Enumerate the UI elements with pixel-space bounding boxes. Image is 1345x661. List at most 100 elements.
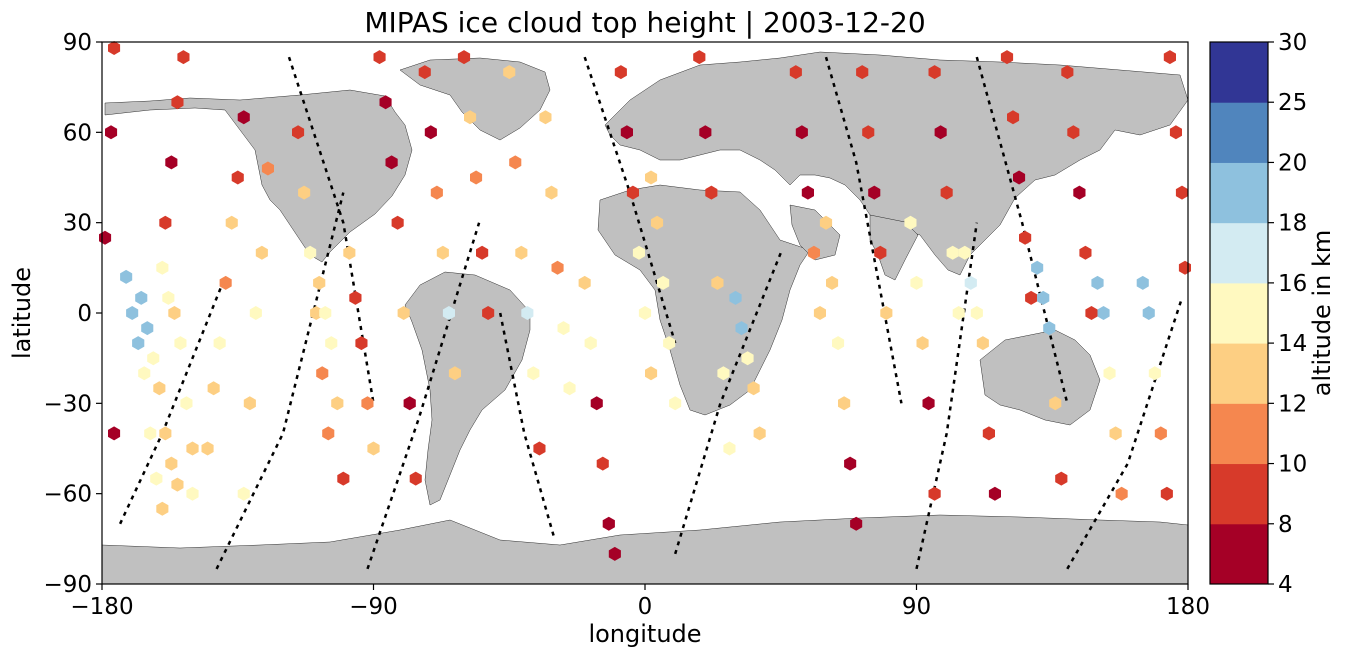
data-point (1031, 260, 1044, 275)
data-point (1175, 185, 1188, 200)
data-point (105, 125, 118, 140)
data-point (120, 269, 133, 284)
data-point (231, 170, 244, 185)
colorbar-tick-label: 16 (1278, 271, 1307, 297)
colorbar-frame (1209, 41, 1269, 585)
colorbar-segment (1210, 403, 1268, 465)
data-point (608, 546, 621, 561)
data-point (168, 306, 181, 320)
data-point (108, 41, 121, 55)
data-point (147, 351, 160, 366)
data-point (126, 306, 139, 320)
data-point (310, 306, 323, 320)
data-point (753, 426, 766, 441)
colorbar-tick-label: 20 (1278, 150, 1307, 176)
colorbar-segment (1210, 102, 1268, 163)
data-point (135, 290, 148, 305)
data-point (551, 260, 564, 275)
data-point (940, 185, 953, 200)
data-point (298, 185, 311, 200)
colorbar-tick-label: 18 (1278, 211, 1307, 237)
data-point (337, 471, 350, 486)
data-point (723, 441, 736, 456)
data-point (1073, 185, 1086, 200)
data-point (144, 426, 157, 441)
data-point (219, 275, 232, 290)
land-south-america (404, 271, 531, 506)
data-point (988, 486, 1001, 501)
data-point (171, 95, 184, 110)
data-point (1055, 471, 1068, 486)
y-tick-label: 30 (63, 211, 92, 237)
data-point (409, 471, 422, 486)
x-tick-label: −180 (70, 594, 133, 620)
data-point (910, 275, 923, 290)
data-point (632, 245, 645, 260)
data-point (304, 245, 317, 260)
data-point (826, 275, 839, 290)
data-point (108, 426, 121, 441)
data-point (255, 245, 268, 260)
colorbar-tick-label: 25 (1278, 90, 1307, 116)
data-point (946, 245, 959, 260)
data-point (436, 245, 449, 260)
y-tick-label: −30 (43, 391, 92, 417)
plot-area (99, 41, 1191, 585)
data-point (934, 125, 947, 140)
data-point (1160, 486, 1173, 501)
data-point (1025, 290, 1038, 305)
data-point (132, 336, 145, 351)
data-point (162, 290, 175, 305)
data-point (186, 441, 199, 456)
orbit-path (975, 56, 1069, 404)
data-point (850, 516, 863, 531)
data-point (521, 306, 534, 320)
y-tick-label: 90 (63, 30, 92, 56)
data-point (813, 306, 826, 320)
data-point (385, 155, 398, 170)
orbit-path (287, 56, 375, 404)
data-point (645, 366, 658, 381)
data-point (904, 215, 917, 230)
orbit-path (583, 56, 677, 344)
colorbar-tick-label: 4 (1278, 572, 1293, 598)
y-axis-label: latitude (8, 267, 36, 359)
data-point (578, 275, 591, 290)
data-point (596, 456, 609, 471)
data-point (331, 396, 344, 411)
orbit-path (915, 222, 979, 570)
x-tick-label: −90 (349, 594, 398, 620)
data-point (1013, 170, 1026, 185)
data-point (976, 336, 989, 351)
x-tick-label: 180 (1166, 594, 1210, 620)
data-point (844, 456, 857, 471)
data-point (590, 396, 603, 411)
data-point (970, 306, 983, 320)
data-point (150, 471, 163, 486)
data-point (1061, 65, 1074, 80)
data-point (705, 185, 718, 200)
data-point (141, 321, 154, 336)
data-point (807, 245, 820, 260)
colorbar-tick-label: 14 (1278, 331, 1307, 357)
colorbar-segment (1210, 282, 1268, 344)
data-point (1085, 306, 1098, 320)
data-point (789, 65, 802, 80)
data-point (343, 245, 356, 260)
x-axis: −180 −90 0 90 180 (70, 584, 1210, 620)
colorbar-tick-label: 8 (1278, 512, 1293, 538)
data-point (225, 215, 238, 230)
data-point (614, 65, 627, 80)
data-point (711, 275, 724, 290)
data-point (313, 275, 326, 290)
data-point (1007, 110, 1020, 125)
land-australia (979, 329, 1101, 426)
data-point (916, 336, 929, 351)
data-point (159, 426, 172, 441)
data-point (153, 381, 166, 396)
data-point (174, 336, 187, 351)
data-point (620, 125, 633, 140)
data-point (795, 125, 808, 140)
data-point (1109, 426, 1122, 441)
